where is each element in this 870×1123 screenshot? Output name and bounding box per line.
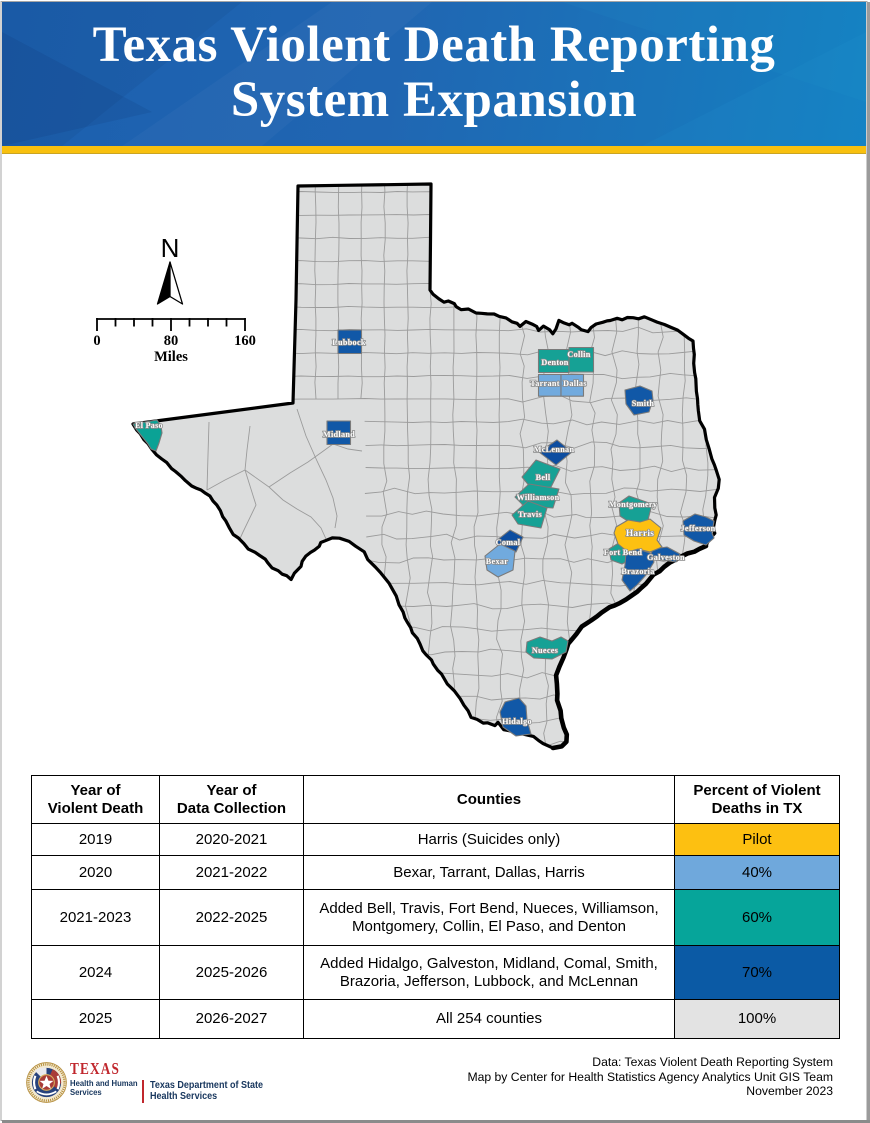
svg-text:160: 160 [234,333,256,349]
svg-text:Bexar: Bexar [486,557,508,566]
svg-text:McLennan: McLennan [534,445,575,454]
svg-text:Dallas: Dallas [563,379,587,388]
svg-text:Jefferson: Jefferson [681,524,716,533]
svg-text:0: 0 [93,333,100,349]
svg-text:Nueces: Nueces [532,646,558,655]
svg-text:Harris: Harris [626,529,654,539]
svg-text:Collin: Collin [567,350,590,359]
svg-text:Brazoria: Brazoria [621,567,654,576]
svg-text:Galveston: Galveston [647,553,685,562]
svg-text:Miles: Miles [154,349,188,365]
svg-text:Bell: Bell [536,473,551,482]
svg-text:80: 80 [164,333,179,349]
svg-text:Tarrant: Tarrant [530,379,560,388]
svg-text:Hidalgo: Hidalgo [502,717,532,726]
svg-text:Denton: Denton [541,358,568,367]
svg-text:Lubbock: Lubbock [332,338,366,347]
svg-text:Comal: Comal [496,538,521,547]
svg-text:N: N [161,233,180,263]
svg-text:Travis: Travis [518,510,542,519]
svg-text:Williamson: Williamson [517,493,560,502]
svg-text:Midland: Midland [323,430,355,439]
svg-text:Smith: Smith [632,399,655,408]
svg-text:El Paso: El Paso [135,421,163,430]
svg-text:Fort Bend: Fort Bend [604,548,643,557]
svg-text:Montgomery: Montgomery [609,500,658,509]
